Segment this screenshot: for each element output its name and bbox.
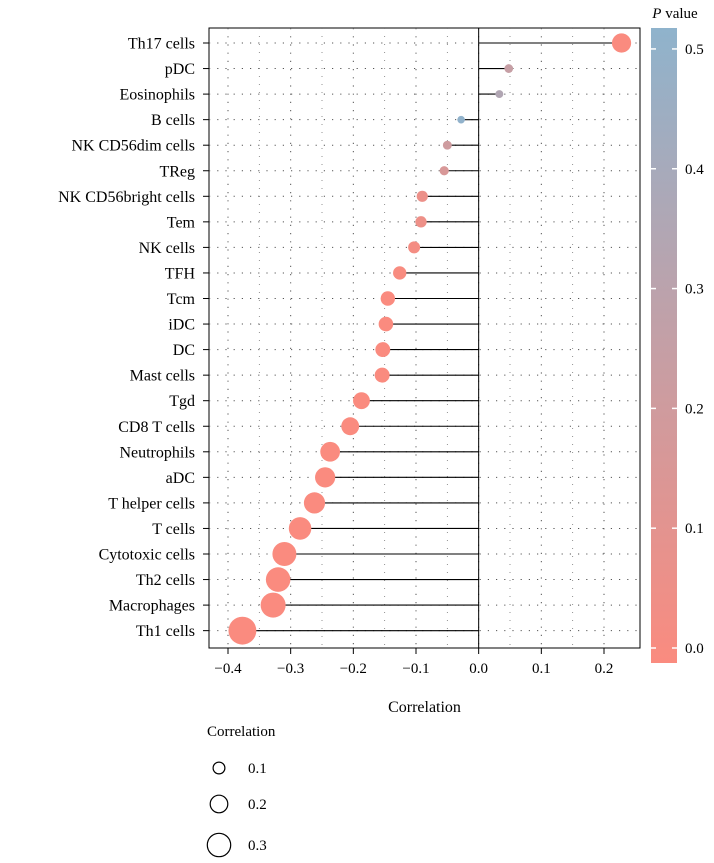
lollipop-dot [353, 392, 370, 410]
lollipop-dot [442, 140, 452, 150]
y-axis-label: NK CD56bright cells [58, 189, 195, 206]
lollipop-dot [375, 342, 391, 358]
lollipop-dot [341, 417, 360, 436]
x-tick-label: 0.2 [595, 661, 614, 677]
colorbar-tick-label: 0.0 [685, 641, 704, 657]
lollipop-dot [260, 592, 286, 618]
lollipop-dot [457, 115, 465, 124]
colorbar-tick-label: 0.3 [685, 282, 704, 298]
y-axis-label: Tgd [169, 393, 195, 410]
lollipop-dot [611, 33, 632, 53]
colorbar-tick-label: 0.2 [685, 401, 704, 417]
p-value-legend-title: P value [651, 6, 698, 22]
x-tick-label: 0.1 [532, 661, 551, 677]
y-axis-label: T helper cells [108, 495, 195, 512]
y-axis-label: Neutrophils [119, 444, 195, 461]
y-axis-label: TFH [165, 265, 196, 282]
y-axis-label: B cells [151, 112, 195, 129]
size-legend-label: 0.1 [248, 761, 267, 777]
x-tick-label: −0.1 [402, 661, 429, 677]
y-axis-label: T cells [152, 521, 195, 538]
y-axis-label: Tcm [167, 291, 196, 308]
y-axis-label: Tem [167, 214, 196, 231]
lollipop-dot [272, 542, 297, 566]
colorbar-tick-label: 0.5 [685, 42, 704, 58]
y-axis-label: pDC [165, 61, 195, 78]
lollipop-dot [288, 517, 312, 540]
size-legend-label: 0.2 [248, 797, 267, 813]
y-axis-label: CD8 T cells [118, 419, 195, 436]
p-value-legend: P value 0.0 0.1 0.2 0.3 0.4 0.5 [651, 6, 704, 663]
lollipop-dot [265, 567, 291, 592]
size-legend-circle [212, 761, 226, 775]
colorbar-tick-label: 0.4 [685, 162, 704, 178]
y-axis-label: NK CD56dim cells [71, 138, 195, 155]
x-tick-label: −0.2 [340, 661, 367, 677]
lollipop-dot [303, 492, 326, 514]
lollipop-dot [374, 367, 390, 383]
y-axis-label: aDC [166, 470, 195, 487]
y-axis-label: Eosinophils [119, 87, 195, 104]
y-axis-label: Mast cells [130, 368, 195, 385]
y-axis-labels: Th17 cells pDC Eosinophils B cells NK CD56di… [58, 36, 209, 640]
y-axis-label: NK cells [139, 240, 195, 257]
y-axis-label: DC [173, 342, 195, 359]
x-tick-label: −0.4 [214, 661, 242, 677]
correlation-size-legend: Correlation 0.1 0.2 0.3 [206, 724, 276, 858]
x-tick-label: −0.3 [277, 661, 304, 677]
y-axis-label: Cytotoxic cells [99, 547, 195, 564]
lollipop-dot [378, 316, 394, 332]
lollipop-dot [315, 467, 336, 488]
size-legend-title: Correlation [207, 724, 276, 740]
size-legend-circle [209, 794, 229, 814]
lollipop-dot [415, 216, 427, 228]
y-axis-label: Th2 cells [136, 572, 195, 589]
lollipop-dot [393, 266, 407, 280]
x-axis: −0.4 −0.3 −0.2 −0.1 0.0 0.1 0.2 [214, 648, 613, 677]
lollipop-stems [242, 42, 622, 632]
size-legend-entries: 0.1 0.2 0.3 [206, 761, 267, 858]
p-value-colorbar [651, 28, 677, 663]
lollipop-dot [320, 441, 341, 462]
x-tick-label: 0.0 [469, 661, 488, 677]
size-legend-label: 0.3 [248, 838, 267, 854]
lollipop-dot [439, 166, 449, 176]
lollipop-dot [380, 291, 396, 306]
size-legend-circle [206, 832, 232, 858]
lollipop-dot [504, 64, 514, 73]
y-axis-label: TReg [159, 163, 195, 180]
plot-panel [208, 27, 641, 649]
y-axis-label: Th17 cells [128, 36, 195, 53]
x-axis-title: Correlation [388, 699, 461, 716]
lollipop-dot [416, 190, 428, 202]
y-axis-label: Macrophages [109, 598, 195, 615]
colorbar-tick-label: 0.1 [685, 521, 704, 537]
lollipop-dot [408, 241, 421, 254]
lollipop-dot [495, 90, 504, 99]
lollipop-dots [228, 33, 632, 645]
p-value-legend-ticks: 0.0 0.1 0.2 0.3 0.4 0.5 [651, 42, 704, 657]
lollipop-dot [228, 616, 257, 645]
y-axis-label: Th1 cells [136, 623, 195, 640]
y-axis-label: iDC [168, 317, 195, 334]
